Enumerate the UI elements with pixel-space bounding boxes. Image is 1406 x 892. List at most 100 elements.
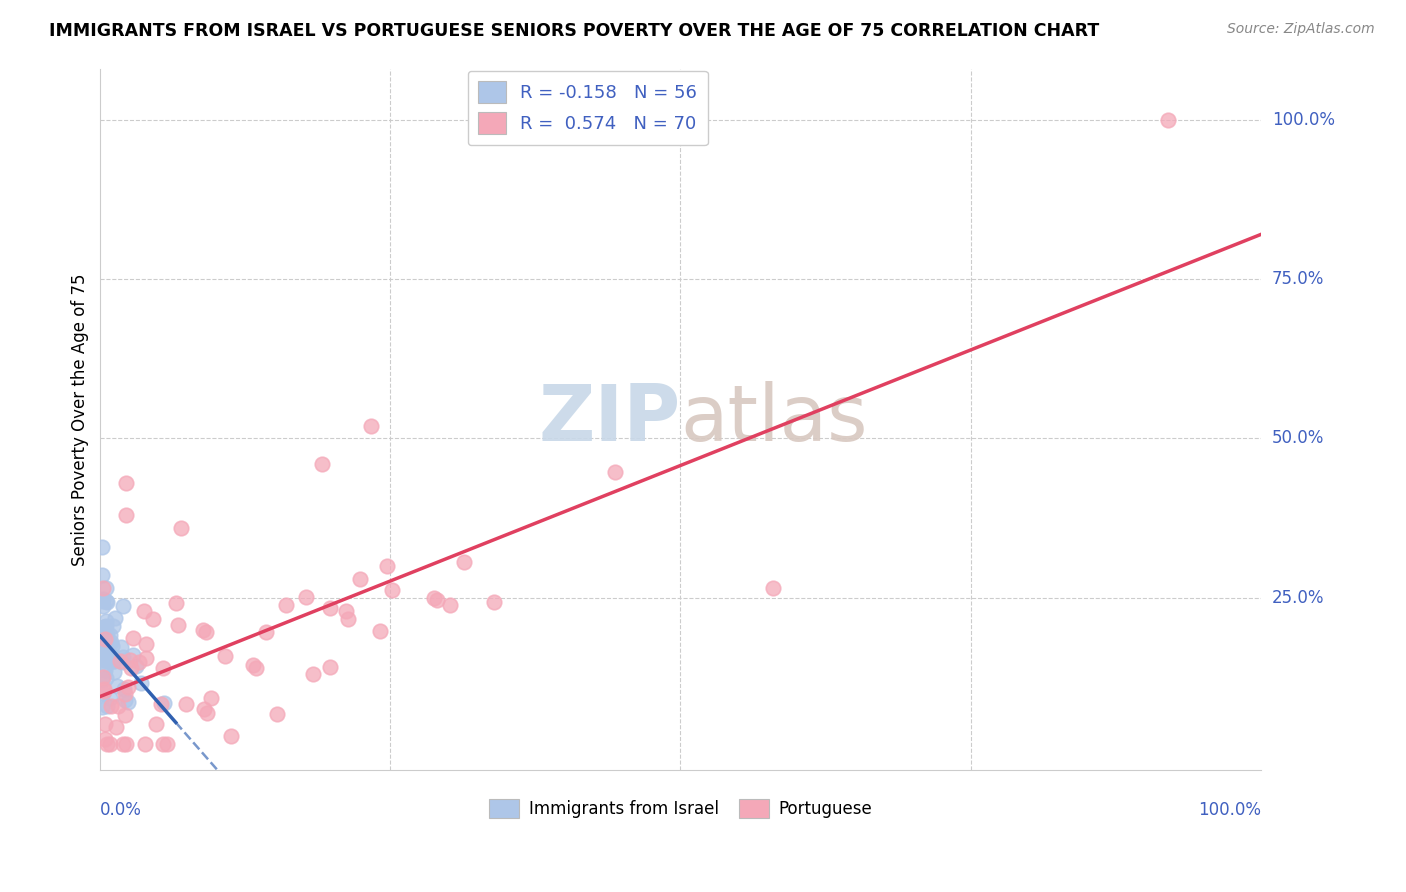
Point xyxy=(439,598,461,612)
Point xyxy=(129,676,152,690)
Point xyxy=(94,632,117,646)
Point xyxy=(97,652,120,666)
Point xyxy=(115,738,138,752)
Point xyxy=(150,698,173,712)
Point xyxy=(96,614,118,628)
Text: 100.0%: 100.0% xyxy=(1198,800,1261,819)
Point xyxy=(91,567,114,582)
Point xyxy=(94,717,117,731)
Point xyxy=(135,651,157,665)
Point xyxy=(94,664,117,678)
Text: atlas: atlas xyxy=(681,381,868,458)
Point xyxy=(103,665,125,679)
Point xyxy=(96,619,118,633)
Point xyxy=(110,654,132,668)
Point xyxy=(115,508,138,522)
Point xyxy=(94,642,117,657)
Point xyxy=(762,581,785,595)
Point xyxy=(111,655,134,669)
Point xyxy=(381,582,404,597)
Point xyxy=(91,686,114,700)
Point xyxy=(96,595,118,609)
Point xyxy=(191,623,214,637)
Point xyxy=(295,590,318,604)
Point xyxy=(266,707,288,722)
Point xyxy=(91,670,114,684)
Point xyxy=(167,617,190,632)
Point xyxy=(242,657,264,672)
Point xyxy=(276,598,298,612)
Point xyxy=(103,654,125,668)
Point xyxy=(165,597,187,611)
Point xyxy=(93,599,115,614)
Text: 50.0%: 50.0% xyxy=(1272,429,1324,448)
Point xyxy=(245,661,267,675)
Point xyxy=(93,620,115,634)
Point xyxy=(221,729,243,743)
Point xyxy=(93,660,115,674)
Point xyxy=(96,738,118,752)
Point xyxy=(90,700,112,714)
Point xyxy=(93,621,115,635)
Point xyxy=(115,476,138,491)
Point xyxy=(93,731,115,746)
Point xyxy=(311,457,333,471)
Point xyxy=(121,631,143,645)
Point xyxy=(98,738,121,752)
Point xyxy=(98,690,121,705)
Point xyxy=(105,679,128,693)
Point xyxy=(101,619,124,633)
Point xyxy=(100,635,122,649)
Point xyxy=(200,690,222,705)
Point xyxy=(97,653,120,667)
Point xyxy=(96,699,118,714)
Point xyxy=(93,682,115,697)
Point xyxy=(375,559,398,574)
Point xyxy=(426,593,449,607)
Point xyxy=(423,591,446,606)
Point xyxy=(1157,112,1180,127)
Point xyxy=(96,635,118,649)
Point xyxy=(349,572,371,586)
Point xyxy=(94,671,117,685)
Point xyxy=(93,620,115,634)
Text: 25.0%: 25.0% xyxy=(1272,589,1324,607)
Point xyxy=(93,628,115,642)
Point xyxy=(101,648,124,663)
Point xyxy=(319,659,342,673)
Text: Source: ZipAtlas.com: Source: ZipAtlas.com xyxy=(1227,22,1375,37)
Point xyxy=(91,646,114,660)
Text: ZIP: ZIP xyxy=(538,381,681,458)
Point xyxy=(256,625,278,640)
Point xyxy=(152,661,174,675)
Point xyxy=(145,717,167,731)
Point xyxy=(100,648,122,663)
Point xyxy=(96,627,118,641)
Point xyxy=(360,418,382,433)
Point xyxy=(90,673,112,687)
Point xyxy=(142,612,165,626)
Point xyxy=(170,521,193,535)
Point xyxy=(103,654,125,668)
Point xyxy=(195,706,218,721)
Point xyxy=(94,593,117,607)
Point xyxy=(93,684,115,698)
Point xyxy=(101,639,124,653)
Point xyxy=(104,610,127,624)
Point xyxy=(111,649,134,664)
Point xyxy=(110,640,132,655)
Point xyxy=(111,599,134,614)
Point xyxy=(301,667,323,681)
Point xyxy=(100,699,122,714)
Y-axis label: Seniors Poverty Over the Age of 75: Seniors Poverty Over the Age of 75 xyxy=(72,273,89,566)
Point xyxy=(94,653,117,667)
Point xyxy=(120,653,142,667)
Point xyxy=(135,637,157,651)
Point xyxy=(174,698,197,712)
Point xyxy=(96,647,118,661)
Point xyxy=(111,738,134,752)
Point xyxy=(214,648,236,663)
Point xyxy=(121,648,143,662)
Point xyxy=(105,720,128,734)
Point xyxy=(107,699,129,714)
